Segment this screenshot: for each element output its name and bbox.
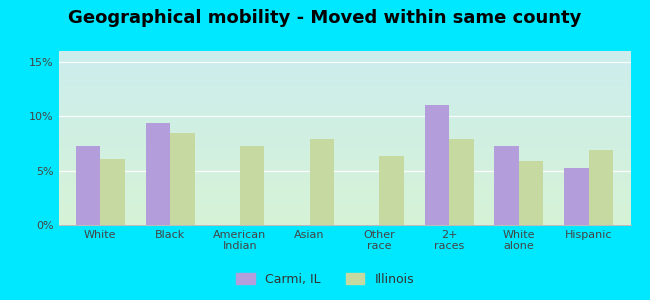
Bar [589,150,613,225]
Text: Geographical mobility - Moved within same county: Geographical mobility - Moved within sam… [68,9,582,27]
Bar [564,168,589,225]
Bar [449,139,474,225]
Bar [170,133,194,225]
Bar [146,123,170,225]
Bar [495,146,519,225]
Bar [240,146,265,225]
Bar [100,159,125,225]
Bar [76,146,100,225]
Bar [424,105,449,225]
Legend: Carmi, IL, Illinois: Carmi, IL, Illinois [231,268,419,291]
Bar [380,157,404,225]
Bar [519,161,543,225]
Bar [309,139,334,225]
